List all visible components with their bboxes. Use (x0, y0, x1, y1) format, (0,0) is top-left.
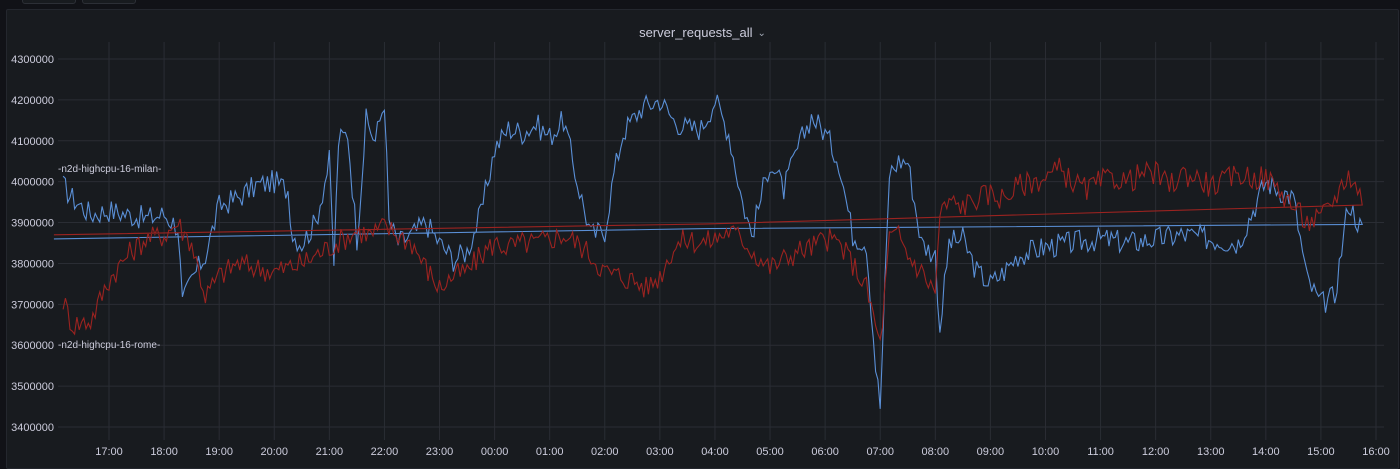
x-tick-label: 06:00 (811, 446, 839, 458)
x-tick-label: 15:00 (1307, 446, 1335, 458)
x-tick-label: 11:00 (1087, 446, 1114, 458)
toolbar-tab[interactable] (82, 0, 136, 4)
y-tick-label: 3500000 (11, 381, 54, 393)
y-tick-label: 3600000 (11, 340, 54, 352)
x-tick-label: 07:00 (866, 446, 894, 458)
y-tick-label: 3400000 (11, 422, 54, 434)
chevron-down-icon[interactable]: ⌄ (757, 27, 766, 39)
x-tick-label: 23:00 (426, 446, 454, 458)
x-tick-label: 12:00 (1142, 446, 1170, 458)
x-tick-label: 04:00 (701, 446, 729, 458)
panel-header[interactable]: server_requests_all ⌄ (7, 20, 1398, 44)
x-tick-label: 18:00 (150, 446, 178, 458)
x-tick-label: 16:00 (1362, 446, 1390, 458)
x-tick-label: 21:00 (316, 446, 344, 458)
series-line-n2d-highcpu-16-rome (53, 157, 1363, 342)
x-tick-label: 19:00 (205, 446, 233, 458)
y-tick-label: 4200000 (11, 95, 54, 107)
y-tick-label: 3900000 (11, 218, 54, 230)
x-tick-label: 17:00 (95, 446, 123, 458)
x-tick-label: 08:00 (922, 446, 950, 458)
x-tick-label: 00:00 (481, 446, 509, 458)
series-line-n2d-highcpu-16-milan (53, 94, 1364, 409)
series-label-milan: -n2d-highcpu-16-milan- (58, 164, 161, 175)
x-tick-label: 05:00 (756, 446, 784, 458)
x-tick-label: 22:00 (371, 446, 399, 458)
y-tick-label: 4300000 (11, 54, 54, 66)
x-tick-label: 13:00 (1197, 446, 1225, 458)
x-tick-label: 02:00 (591, 446, 619, 458)
y-tick-label: 4000000 (11, 177, 54, 189)
x-tick-label: 10:00 (1032, 446, 1060, 458)
x-tick-label: 01:00 (536, 446, 564, 458)
x-tick-label: 03:00 (646, 446, 674, 458)
x-tick-label: 09:00 (977, 446, 1005, 458)
y-tick-label: 4100000 (11, 136, 54, 148)
y-tick-label: 3800000 (11, 258, 54, 270)
x-tick-label: 14:00 (1252, 446, 1280, 458)
y-tick-label: 3700000 (11, 299, 54, 311)
panel-title[interactable]: server_requests_all (639, 24, 753, 40)
x-tick-label: 20:00 (260, 446, 288, 458)
series-label-rome: -n2d-highcpu-16-rome- (58, 340, 160, 351)
toolbar-tab[interactable] (22, 0, 76, 4)
